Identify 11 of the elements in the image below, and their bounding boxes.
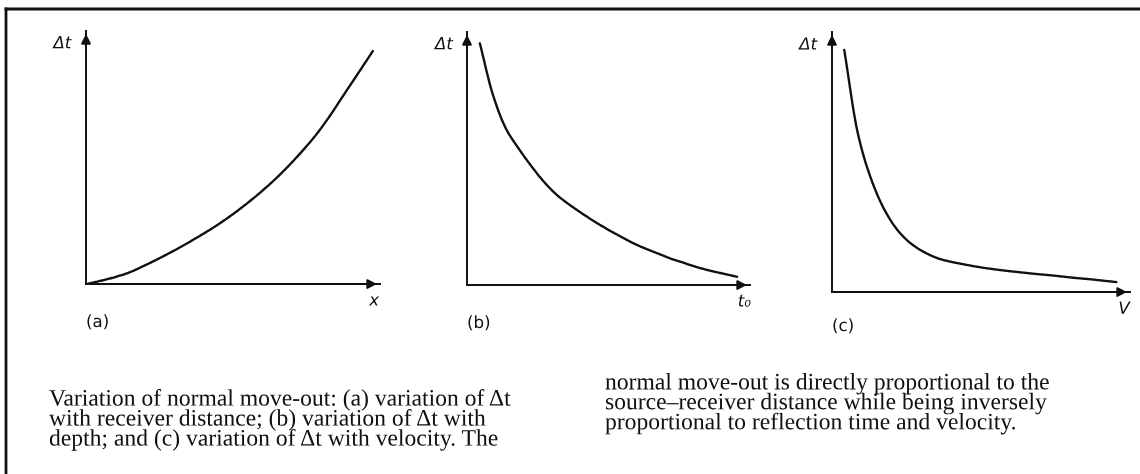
text: (c) <box>833 318 853 334</box>
y-axis-title: Δt <box>52 36 72 49</box>
text: normal move-out is directly proportional to the source–receiver distance while being inversely proportional to reflection time and velocity. <box>605 373 1049 435</box>
x-axis-title: x <box>368 296 380 306</box>
y-axis-title: Δt <box>433 37 454 50</box>
text: (b) <box>468 315 490 331</box>
x-axis-title: t₀ <box>738 294 751 307</box>
x-axis-title: V <box>1119 301 1131 314</box>
y-axis-title: Δt <box>798 37 818 50</box>
text: Variation of normal move-out: (a) variation of Δt with receiver distance; (b) variation of Δt with depth; and (c) variation of Δt with velocity. The <box>49 389 511 451</box>
text: (a) <box>87 314 108 330</box>
